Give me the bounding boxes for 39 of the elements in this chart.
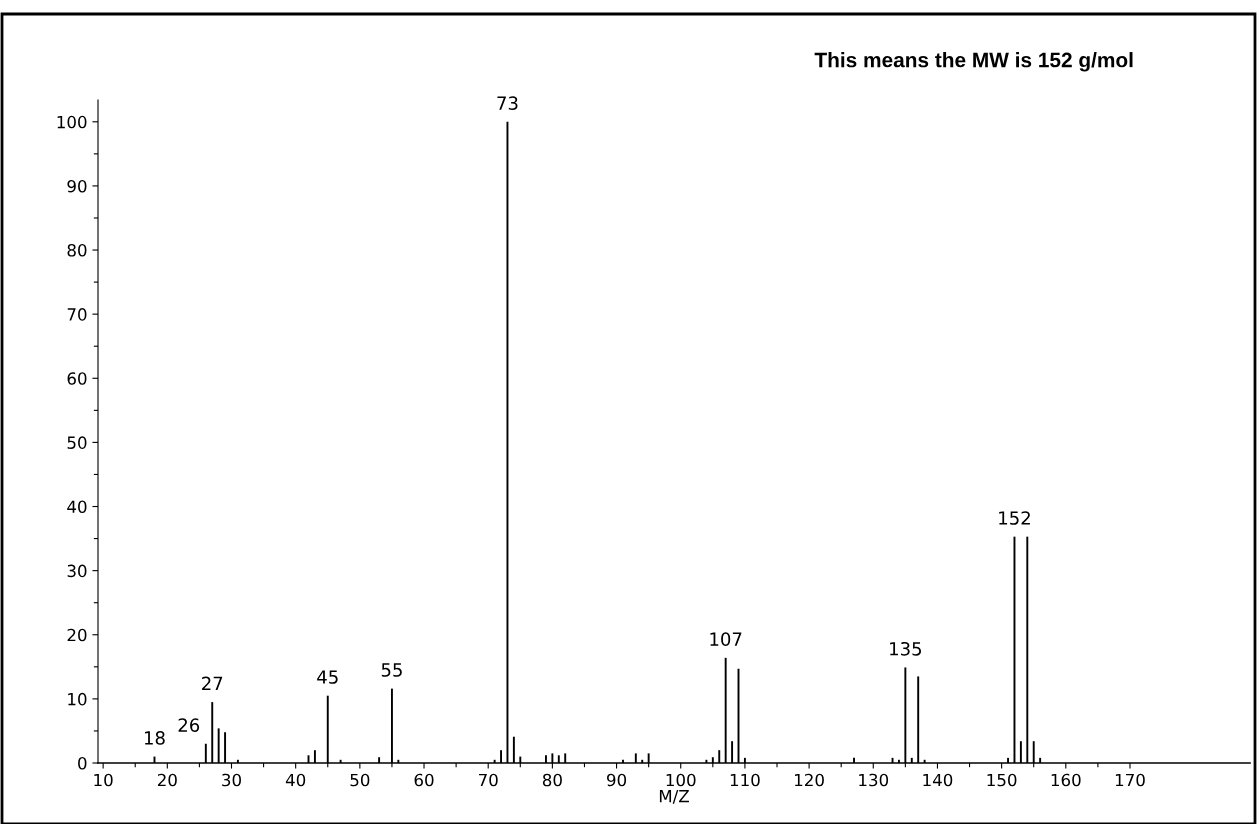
annotation: 73 <box>497 96 518 110</box>
x-tick-label: 140 <box>923 773 953 787</box>
y-tick-label: 50 <box>67 436 87 449</box>
y-tick-label: 100 <box>57 115 87 129</box>
x-tick-label: 40 <box>285 773 306 787</box>
text: This means the MW is 152 g/mol <box>814 52 1133 72</box>
x-tick-label: 170 <box>1115 773 1145 787</box>
y-tick-label: 80 <box>67 244 87 257</box>
x-tick-label: 50 <box>350 773 370 787</box>
y-tick-label: 30 <box>67 564 87 578</box>
y-tick-label: 0 <box>78 756 87 770</box>
x-tick-label: 10 <box>94 773 113 787</box>
x-tick-label: 30 <box>222 773 241 787</box>
x-tick-label: 90 <box>607 773 627 787</box>
x-tick-label: 160 <box>1051 773 1081 787</box>
y-tick-label: 70 <box>67 308 87 321</box>
annotation: 27 <box>202 676 223 690</box>
y-tick-label: 40 <box>67 500 87 514</box>
x-tick-label: 80 <box>542 773 562 787</box>
y-tick-label: 20 <box>67 628 87 642</box>
x-tick-label: 70 <box>478 773 498 787</box>
x-tick-label: 150 <box>987 773 1017 787</box>
y-tick-label: 60 <box>67 372 87 385</box>
x-axis-title: M/Z <box>659 790 689 804</box>
annotation: 45 <box>317 670 338 684</box>
x-tick-label: 110 <box>730 773 760 787</box>
annotation: 107 <box>710 632 742 647</box>
annotation: 152 <box>999 511 1030 525</box>
x-tick-label: 100 <box>666 773 696 787</box>
y-tick-label: 10 <box>68 692 87 706</box>
annotation: 55 <box>381 663 402 677</box>
x-tick-label: 130 <box>859 773 889 787</box>
annotation: 26 <box>178 718 200 732</box>
x-tick-label: 60 <box>414 773 434 787</box>
annotation: 18 <box>144 731 165 745</box>
y-tick-label: 90 <box>67 179 87 193</box>
x-tick-label: 20 <box>157 773 177 787</box>
x-tick-label: 120 <box>795 773 824 787</box>
annotation: 135 <box>890 641 922 656</box>
